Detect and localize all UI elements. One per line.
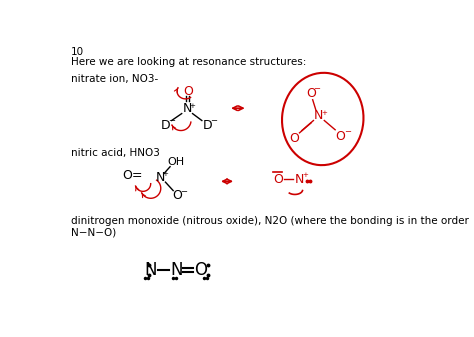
Text: O: O	[289, 132, 299, 145]
Text: +: +	[163, 171, 168, 177]
Text: N: N	[314, 109, 324, 122]
Text: nitric acid, HNO3: nitric acid, HNO3	[71, 148, 160, 158]
Text: nitrate ion, NO3-: nitrate ion, NO3-	[71, 74, 158, 84]
Text: D: D	[161, 119, 170, 132]
Text: −: −	[313, 84, 320, 93]
Text: O: O	[172, 189, 182, 203]
Text: O: O	[336, 130, 346, 143]
Text: O: O	[194, 261, 207, 279]
Text: N: N	[295, 173, 304, 186]
Text: +: +	[302, 172, 308, 178]
Text: +: +	[321, 110, 327, 116]
Text: dinitrogen monoxide (nitrous oxide), N2O (where the bonding is in the order
N−N−: dinitrogen monoxide (nitrous oxide), N2O…	[71, 216, 469, 238]
Text: O: O	[273, 173, 283, 186]
Text: N: N	[182, 102, 192, 115]
Text: N: N	[170, 261, 182, 279]
Text: O=: O=	[123, 170, 143, 182]
Text: +: +	[190, 103, 195, 109]
Text: N: N	[155, 171, 164, 184]
Text: 10: 10	[71, 47, 84, 57]
Text: N: N	[145, 261, 157, 279]
Text: OH: OH	[167, 157, 184, 167]
Text: Here we are looking at resonance structures:: Here we are looking at resonance structu…	[71, 57, 306, 67]
Text: −: −	[210, 116, 217, 125]
Text: −: −	[180, 187, 187, 196]
Text: O: O	[306, 87, 316, 100]
Text: −: −	[168, 116, 175, 125]
Text: O: O	[183, 85, 193, 98]
Text: D: D	[202, 119, 212, 132]
Text: −: −	[344, 127, 351, 136]
